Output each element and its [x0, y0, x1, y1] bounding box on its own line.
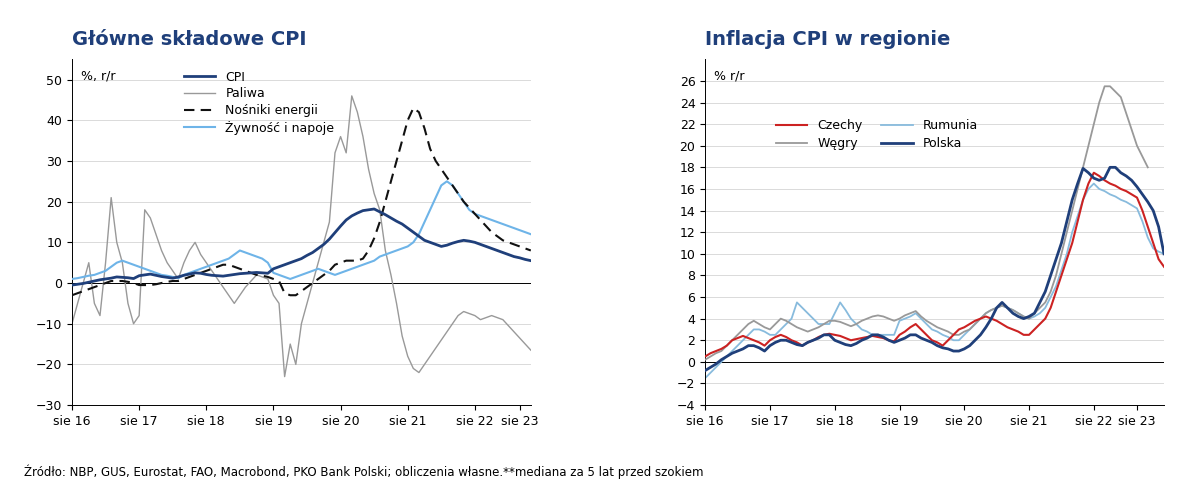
Text: Główne składowe CPI: Główne składowe CPI	[72, 31, 306, 49]
Text: % r/r: % r/r	[714, 70, 745, 82]
Legend: Czechy, Węgry, Rumunia, Polska: Czechy, Węgry, Rumunia, Polska	[772, 114, 983, 155]
Text: Inflacja CPI w regionie: Inflacja CPI w regionie	[706, 31, 950, 49]
Text: Źródło: NBP, GUS, Eurostat, FAO, Macrobond, PKO Bank Polski; obliczenia własne.*: Źródło: NBP, GUS, Eurostat, FAO, Macrobo…	[24, 465, 703, 479]
Text: %, r/r: %, r/r	[82, 70, 115, 82]
Legend: CPI, Paliwa, Nośniki energii, Żywność i napoje: CPI, Paliwa, Nośniki energii, Żywność i …	[179, 66, 340, 140]
